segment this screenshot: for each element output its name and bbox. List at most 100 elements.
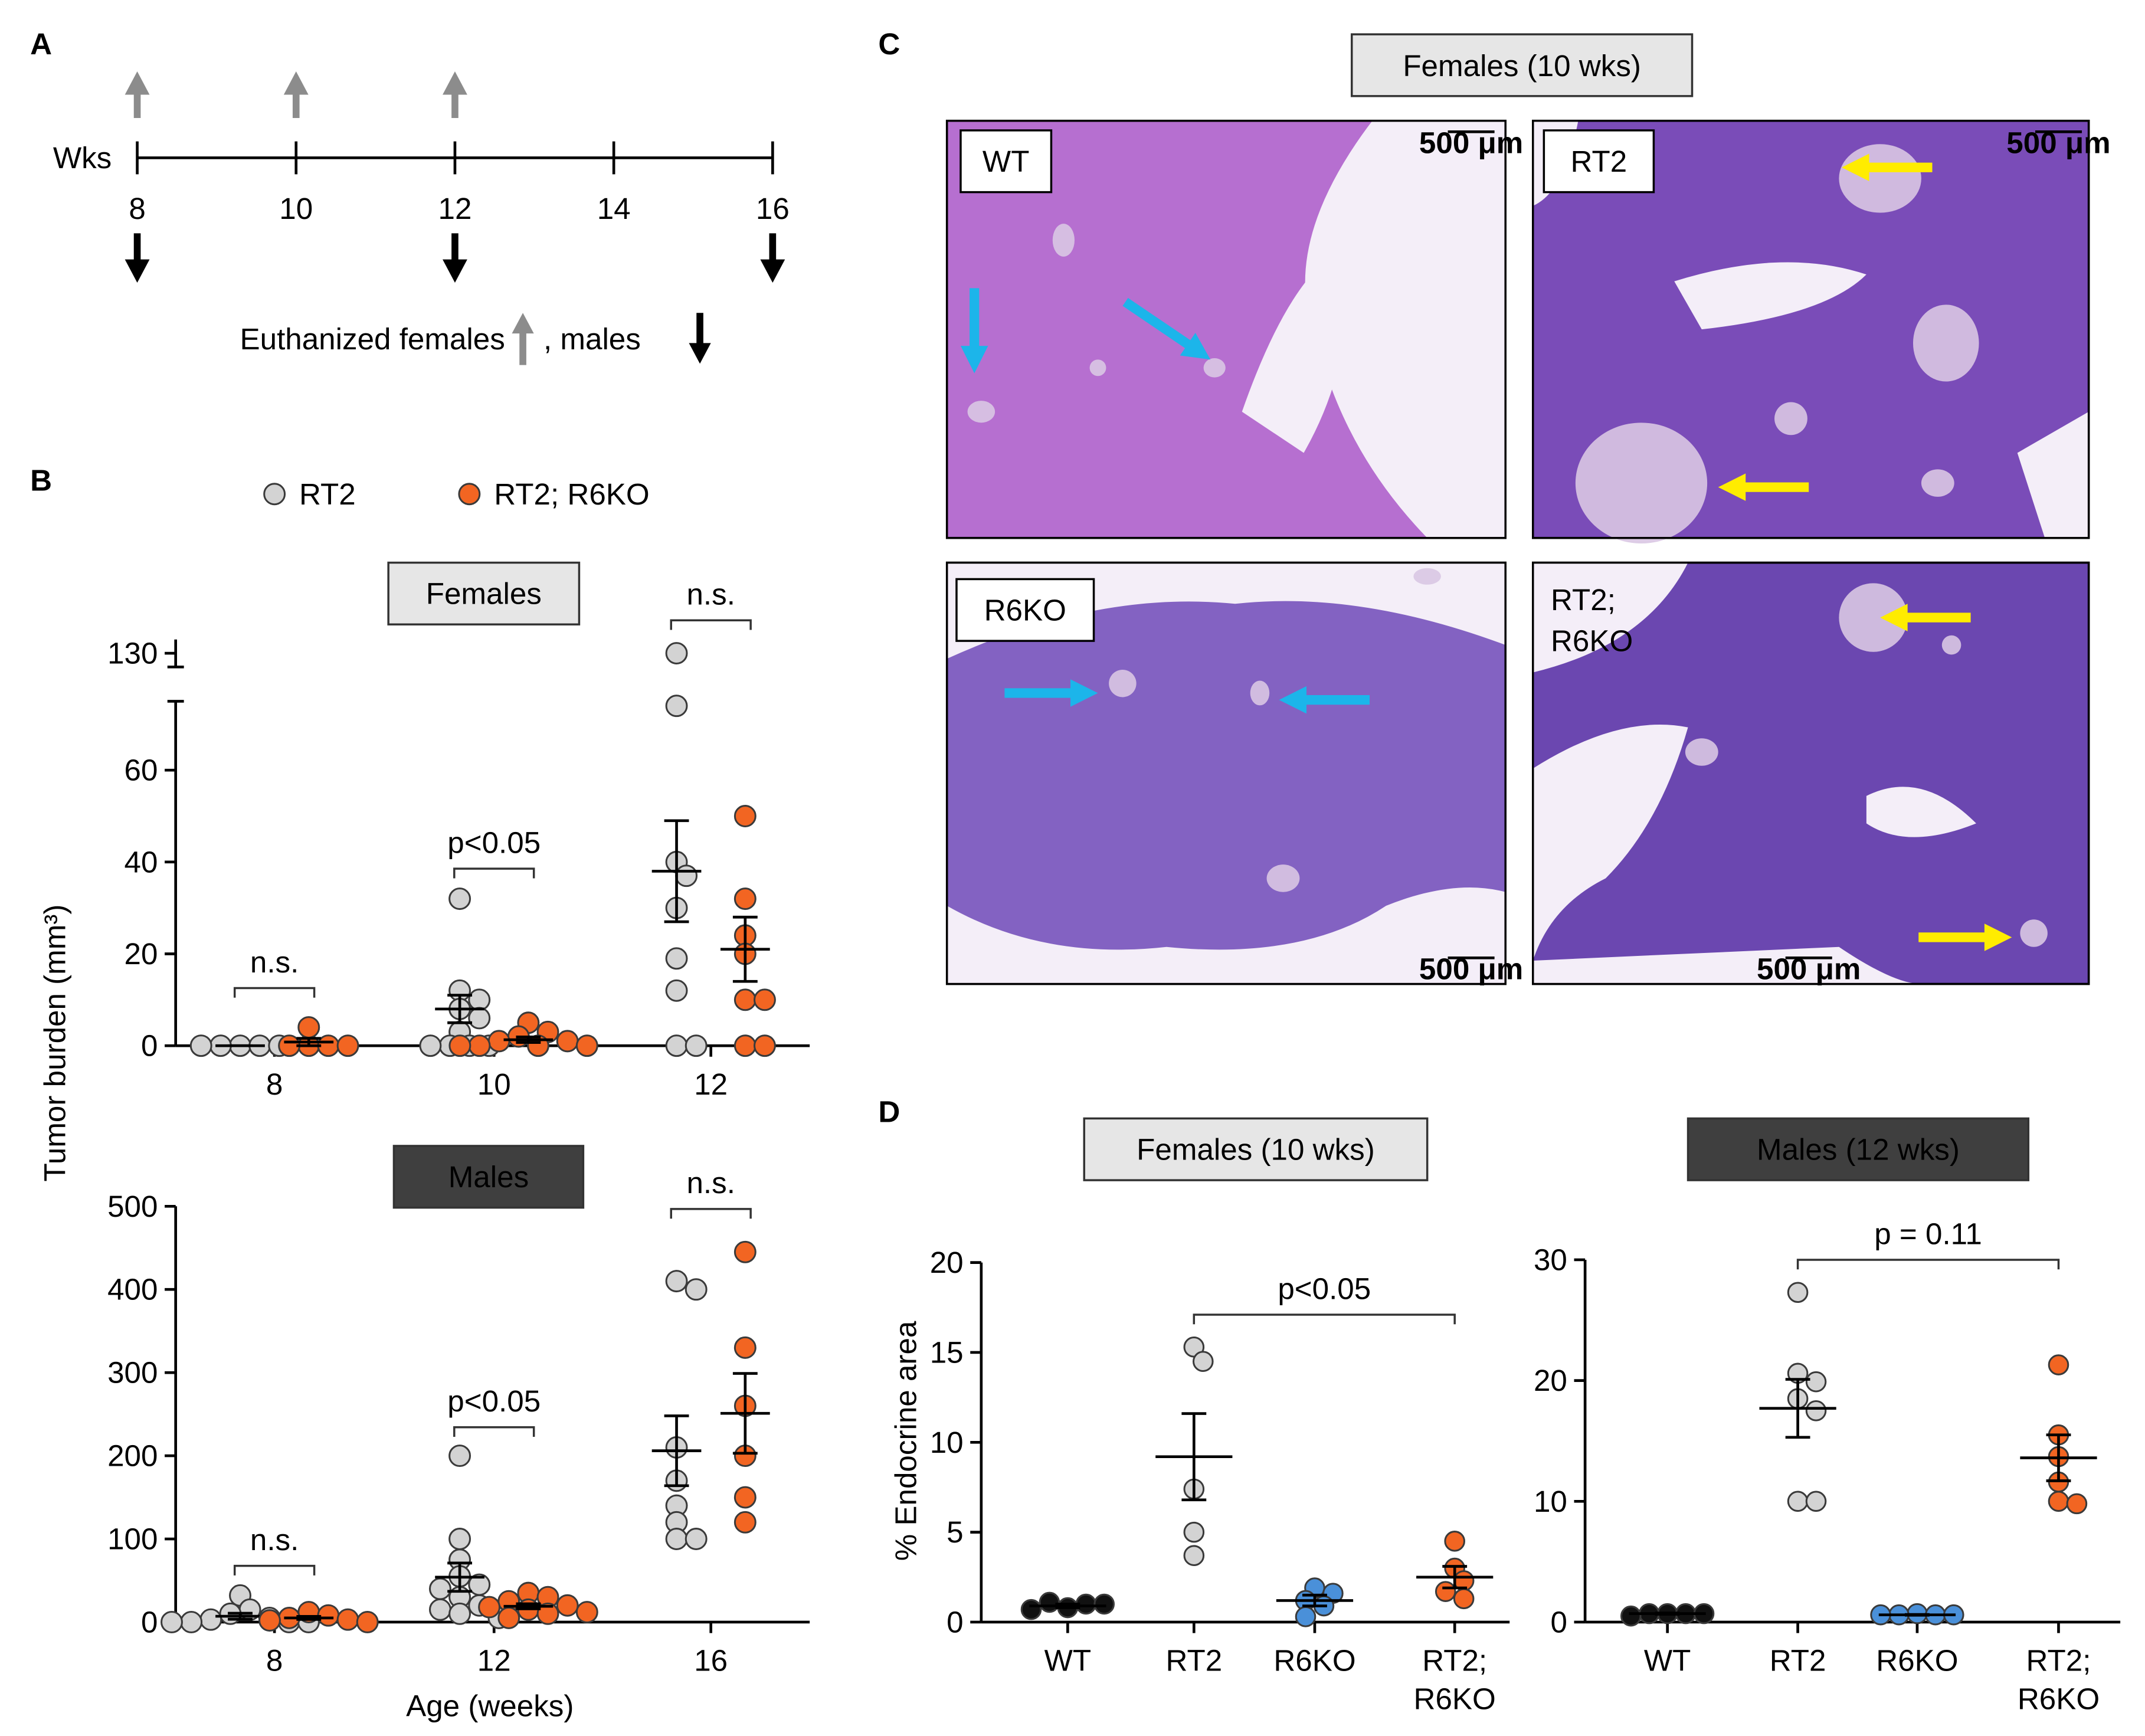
sem-bar	[1905, 1613, 1930, 1617]
data-point	[733, 1034, 757, 1057]
x-tick-label: 16	[694, 1644, 728, 1678]
panel-tag: RT2;	[1551, 583, 1616, 617]
legend-males: , males	[543, 322, 641, 356]
tissue-gap	[1674, 262, 1866, 330]
islet	[1052, 224, 1075, 257]
y-tick-label: 200	[107, 1439, 158, 1473]
legend-label: RT2	[299, 477, 356, 511]
significance-bracket	[233, 1564, 316, 1575]
data-point	[356, 1610, 379, 1633]
yellow-arrow	[1918, 923, 2012, 951]
significance-label: n.s.	[686, 1166, 735, 1200]
y-tick-label: 300	[107, 1356, 158, 1390]
chart-title: Females	[426, 577, 542, 610]
islet	[967, 401, 995, 423]
x-tick-label: R6KO	[1876, 1644, 1958, 1678]
panel-tag-box	[959, 129, 1053, 194]
data-point	[448, 1528, 471, 1550]
data-point	[665, 1034, 688, 1057]
data-point	[733, 1511, 757, 1534]
data-point	[1192, 1351, 1214, 1372]
sem-bar	[1655, 1611, 1680, 1616]
legend-female-arrow	[512, 313, 534, 365]
legend-label: RT2; R6KO	[494, 477, 649, 511]
data-point	[733, 988, 757, 1011]
sem-bar	[228, 1611, 253, 1621]
tissue-gap	[1532, 946, 1921, 984]
legend-male-arrow	[689, 313, 711, 364]
y-tick-label: 0	[947, 1605, 963, 1639]
panel-label: B	[30, 464, 52, 497]
panel-tag: R6KO	[1551, 624, 1633, 658]
data-point	[733, 1336, 757, 1359]
data-point	[1805, 1371, 1827, 1393]
panel-label: C	[878, 27, 900, 61]
y-tick-label: 400	[107, 1273, 158, 1306]
x-tick-label: R6KO	[1273, 1644, 1355, 1678]
significance-bracket	[233, 987, 316, 998]
significance-label: n.s.	[250, 1523, 299, 1557]
legend-swatch	[263, 483, 286, 506]
data-point	[199, 1608, 222, 1631]
histology-title-box	[1351, 33, 1694, 97]
panel-label: A	[30, 27, 52, 61]
data-point	[1020, 1599, 1042, 1620]
y-tick-label: 60	[125, 754, 158, 787]
x-tick-label: WT	[1644, 1644, 1691, 1678]
data-point	[161, 1610, 183, 1633]
timeline-tick-label: 8	[129, 192, 145, 225]
data-point	[733, 805, 757, 827]
scale-bar-label: 500 μm	[2006, 126, 2110, 159]
y-tick-label: 20	[930, 1246, 964, 1279]
sem-bar	[732, 915, 758, 983]
data-point	[258, 1609, 281, 1632]
islet	[1921, 469, 1954, 497]
data-point	[1444, 1531, 1465, 1552]
timeline-tick-label: 10	[279, 192, 313, 225]
islet	[1266, 864, 1300, 892]
tissue-gap	[1242, 247, 1348, 453]
tissue-gap	[1532, 724, 1688, 961]
y-tick-label: 0	[141, 1029, 158, 1063]
panel-tag: R6KO	[984, 593, 1066, 627]
islet	[1089, 359, 1106, 376]
data-point	[575, 1034, 598, 1057]
islet	[1413, 568, 1441, 585]
islet	[1839, 144, 1921, 213]
x-tick-label: 10	[477, 1067, 511, 1101]
chart-title: Females (10 wks)	[1137, 1132, 1375, 1166]
chart-title-box	[387, 561, 581, 625]
scale-bar-label: 500 μm	[1757, 952, 1861, 985]
scale-bar-label: 500 μm	[1419, 952, 1523, 985]
islet	[1685, 738, 1718, 766]
islet	[1941, 635, 1961, 655]
chart-title-box	[1686, 1117, 2030, 1181]
y-tick-label: 10	[930, 1426, 964, 1459]
significance-bracket	[670, 619, 752, 630]
y-axis-title: % Endocrine area	[889, 1321, 922, 1561]
data-point	[754, 1034, 776, 1057]
sem-bar	[1181, 1412, 1207, 1502]
scale-bar-label: 500 μm	[1419, 126, 1523, 159]
sem-bar	[447, 1561, 473, 1593]
y-axis-title: Tumor burden (mm³)	[38, 905, 72, 1182]
y-tick-label: 40	[125, 845, 158, 879]
chart-title-box	[392, 1145, 585, 1209]
x-tick-label: 8	[266, 1067, 283, 1101]
sem-bar	[1442, 1565, 1468, 1590]
y-tick-label: 0	[141, 1605, 158, 1639]
timeline-label: Wks	[53, 141, 112, 175]
data-point	[665, 642, 688, 664]
significance-label: p<0.05	[1278, 1272, 1371, 1305]
data-point	[1620, 1605, 1642, 1627]
data-point	[2048, 1491, 2069, 1512]
data-point	[536, 1602, 559, 1625]
histology-frame	[945, 119, 1507, 539]
male-arrow	[760, 233, 785, 283]
significance-bracket	[670, 1208, 752, 1219]
x-axis-title: Age (weeks)	[406, 1689, 574, 1722]
y-tick-label: 500	[107, 1190, 158, 1223]
data-point	[297, 1016, 320, 1039]
